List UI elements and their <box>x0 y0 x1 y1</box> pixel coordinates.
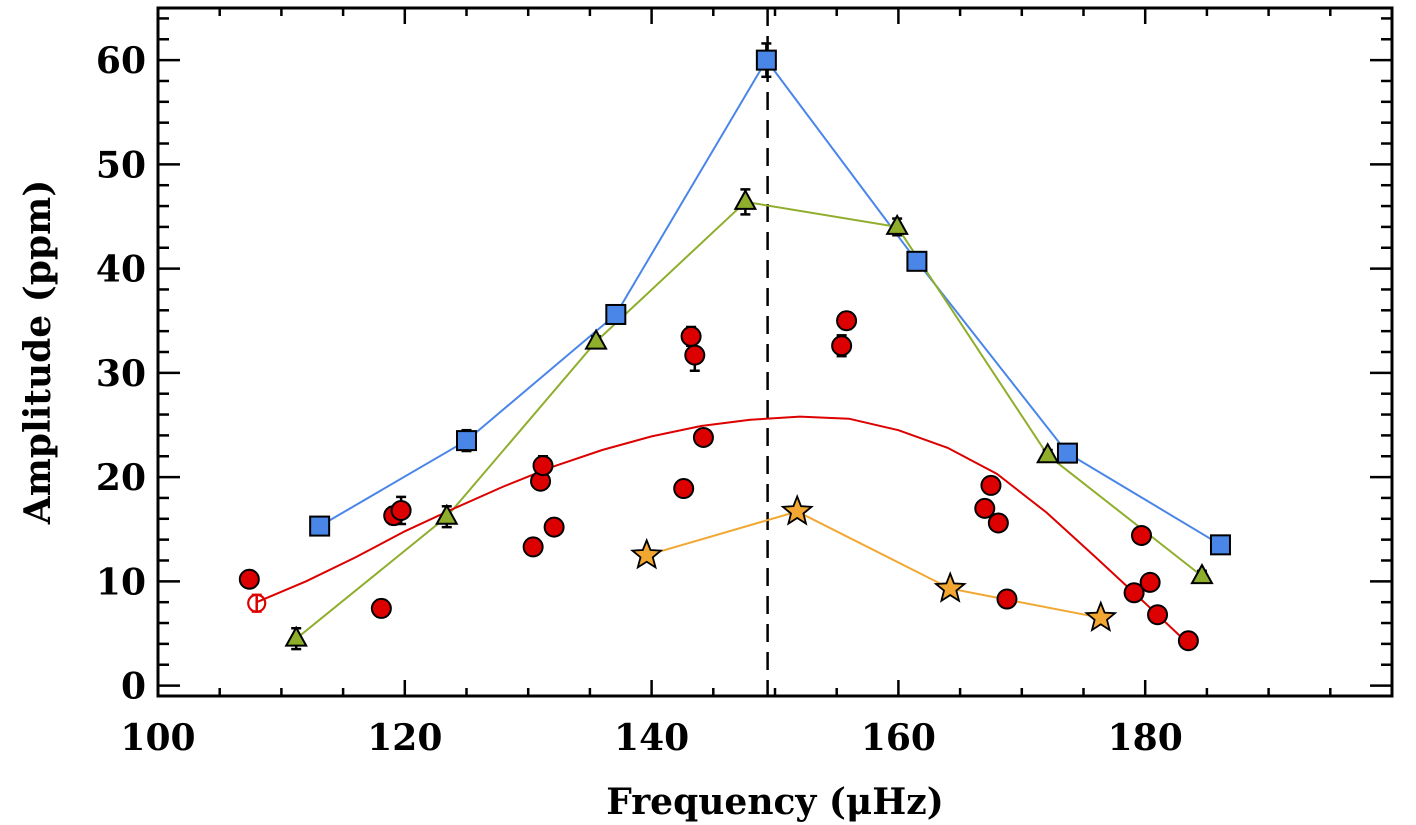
circle-marker <box>238 568 260 590</box>
open-circle-marker <box>247 593 267 613</box>
triangle-marker <box>1190 563 1214 585</box>
circle-marker <box>680 325 702 347</box>
square-marker <box>1209 534 1231 556</box>
circle-marker <box>543 516 565 538</box>
x-tick-label: 160 <box>861 717 936 759</box>
circle-marker <box>987 512 1009 534</box>
square-marker <box>906 250 928 272</box>
y-tick-label: 30 <box>96 353 146 395</box>
square-marker <box>309 515 331 537</box>
y-tick-label: 40 <box>96 249 146 291</box>
axis-ticks <box>158 8 1392 696</box>
y-axis-label: Amplitude (ppm) <box>17 180 59 525</box>
circle-marker <box>836 310 858 332</box>
square-marker <box>456 430 477 452</box>
data-markers <box>238 49 1231 652</box>
circle-marker <box>1123 582 1145 604</box>
square-marker <box>1056 442 1078 464</box>
star-marker <box>630 537 664 570</box>
circle-marker <box>673 478 695 500</box>
star-marker <box>1084 600 1118 633</box>
triangle-marker <box>584 328 608 350</box>
circle-marker <box>974 497 996 519</box>
x-tick-label: 180 <box>1108 717 1183 759</box>
x-tick-label: 120 <box>367 717 442 759</box>
circle-marker <box>980 474 1002 496</box>
y-tick-label: 0 <box>121 666 146 708</box>
circle-marker <box>522 536 544 558</box>
y-tick-label: 20 <box>96 457 146 499</box>
triangle-marker <box>1036 442 1060 464</box>
series-line <box>256 415 1190 645</box>
y-tick-label: 60 <box>96 40 146 82</box>
series-lines <box>256 58 1222 645</box>
square-marker <box>755 49 777 71</box>
circle-marker <box>831 335 853 357</box>
circle-marker <box>1177 630 1199 652</box>
star-marker <box>933 571 967 603</box>
circle-marker <box>684 344 706 366</box>
square-marker <box>605 303 627 325</box>
circle-marker <box>692 426 714 448</box>
triangle-marker <box>284 625 308 647</box>
tick-labels: 100 120 140 160 180 0 10 20 30 40 50 60 <box>96 40 1183 759</box>
x-tick-label: 100 <box>120 717 195 759</box>
circle-marker <box>390 499 412 521</box>
series-line <box>646 510 1101 619</box>
circle-marker <box>1130 524 1152 546</box>
triangle-marker <box>435 503 459 525</box>
x-tick-label: 140 <box>614 717 689 759</box>
circle-marker <box>370 597 392 619</box>
triangle-marker <box>885 213 909 235</box>
y-tick-label: 10 <box>96 561 146 603</box>
circle-marker <box>1139 571 1161 593</box>
y-tick-label: 50 <box>96 144 146 186</box>
series-line <box>319 58 1222 546</box>
circle-marker <box>532 455 554 477</box>
x-axis-label: Frequency (μHz) <box>606 781 943 823</box>
circle-marker <box>1147 604 1169 626</box>
triangle-marker <box>733 188 758 210</box>
star-marker <box>780 494 814 526</box>
plot-frame <box>156 6 1394 698</box>
circle-marker <box>996 588 1018 610</box>
error-bars <box>244 42 1226 651</box>
